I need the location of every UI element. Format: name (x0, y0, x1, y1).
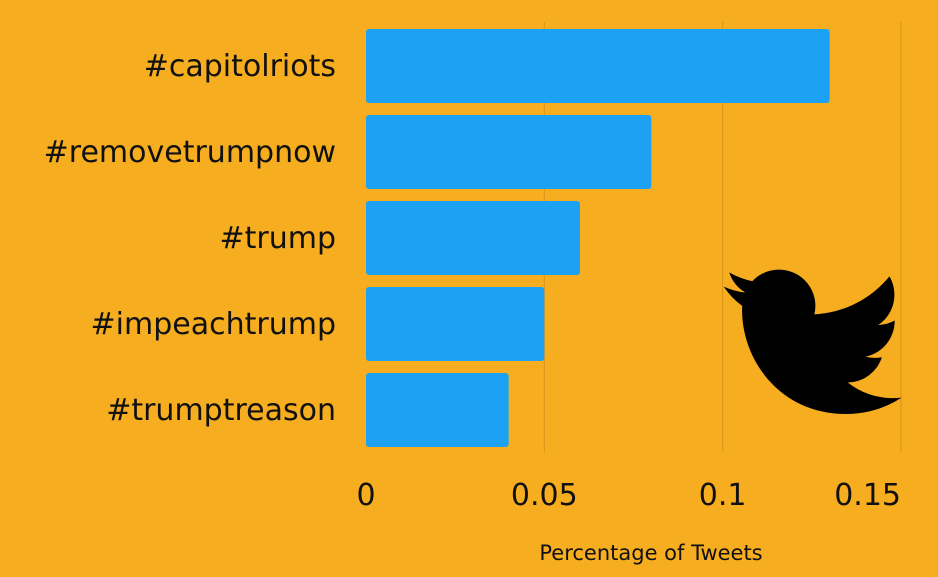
bar (366, 29, 830, 103)
bar (366, 115, 652, 189)
x-tick-label: 0 (356, 478, 375, 513)
category-label: #removetrumpnow (44, 135, 336, 170)
category-label: #trump (219, 221, 336, 256)
x-tick-label: 0.05 (511, 478, 578, 513)
bar (366, 287, 545, 361)
x-tick-labels: 0 0.05 0.1 0.15 (356, 478, 901, 513)
category-label: #impeachtrump (91, 307, 336, 342)
bar (366, 201, 580, 275)
category-label: #trumptreason (106, 393, 336, 428)
category-label: #capitolriots (144, 49, 336, 84)
bar (366, 373, 509, 447)
category-labels: #capitolriots #removetrumpnow #trump #impea… (44, 49, 336, 428)
x-tick-label: 0.15 (834, 478, 901, 513)
x-tick-label: 0.1 (699, 478, 747, 513)
twitter-bird-icon (724, 269, 902, 414)
bars (366, 29, 830, 447)
x-axis-title: Percentage of Tweets (539, 541, 762, 565)
